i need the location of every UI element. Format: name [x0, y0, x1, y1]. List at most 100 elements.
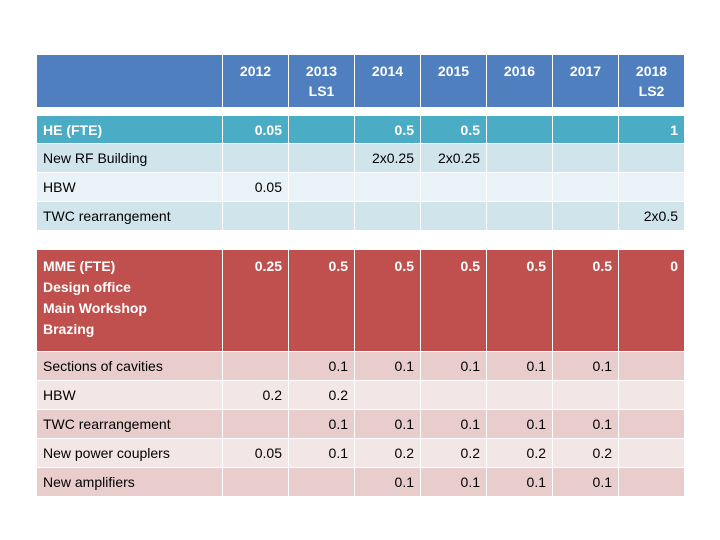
- row-value: [486, 172, 553, 202]
- row-value: 0.1: [486, 409, 553, 439]
- row-value: 2x0.25: [420, 143, 487, 173]
- row-value: [222, 467, 289, 497]
- year-header-cell: 2016: [486, 54, 553, 108]
- mme-header-value: 0.5: [486, 249, 553, 352]
- row-value: 0.2: [222, 380, 289, 410]
- row-value: 0.05: [222, 438, 289, 468]
- row-value: [486, 380, 553, 410]
- row-value: [222, 143, 289, 173]
- row-value: [486, 143, 553, 173]
- he-header-value: [552, 115, 619, 144]
- table-row: TWC rearrangement 2x0.5: [36, 201, 685, 231]
- row-value: [288, 201, 355, 231]
- row-value: [222, 201, 289, 231]
- row-value: [552, 172, 619, 202]
- he-header-value: 1: [618, 115, 685, 144]
- row-value: 0.1: [354, 351, 421, 381]
- he-header-value: 0.5: [354, 115, 421, 144]
- row-value: [354, 172, 421, 202]
- table-row: New RF Building 2x0.25 2x0.25: [36, 143, 685, 173]
- mme-header-label: MME (FTE) Design office Main Workshop Br…: [36, 249, 223, 352]
- row-value: 0.1: [354, 409, 421, 439]
- row-value: 0.1: [420, 409, 487, 439]
- row-value: 0.1: [552, 409, 619, 439]
- row-value: [420, 201, 487, 231]
- row-label: New amplifiers: [36, 467, 223, 497]
- row-value: [420, 172, 487, 202]
- row-value: [222, 351, 289, 381]
- table-row: New amplifiers 0.1 0.1 0.1 0.1: [36, 467, 685, 497]
- row-value: 0.2: [354, 438, 421, 468]
- row-value: [354, 201, 421, 231]
- row-value: [618, 143, 685, 173]
- year-header-cell: 2015: [420, 54, 487, 108]
- row-value: [288, 172, 355, 202]
- year-header-cell: 2014: [354, 54, 421, 108]
- header-corner-cell: [36, 54, 223, 108]
- row-value: 0.2: [420, 438, 487, 468]
- row-value: [552, 201, 619, 231]
- mme-header-value: 0.25: [222, 249, 289, 352]
- row-value: [222, 409, 289, 439]
- table-row: HBW 0.05: [36, 172, 685, 202]
- row-label: New power couplers: [36, 438, 223, 468]
- year-header-cell: 2017: [552, 54, 619, 108]
- row-value: 0.1: [420, 351, 487, 381]
- he-table: HE (FTE) 0.05 0.5 0.5 1 New RF Building …: [36, 115, 685, 231]
- row-value: [618, 351, 685, 381]
- mme-header-value: 0.5: [552, 249, 619, 352]
- row-label: Sections of cavities: [36, 351, 223, 381]
- mme-header-row: MME (FTE) Design office Main Workshop Br…: [36, 249, 685, 352]
- mme-header-value: 0.5: [288, 249, 355, 352]
- he-header-value: 0.05: [222, 115, 289, 144]
- he-header-value: [486, 115, 553, 144]
- row-value: 0.1: [486, 467, 553, 497]
- row-value: 0.1: [288, 409, 355, 439]
- row-value: [552, 143, 619, 173]
- row-label: TWC rearrangement: [36, 409, 223, 439]
- table-row: HBW 0.2 0.2: [36, 380, 685, 410]
- row-value: 0.1: [552, 467, 619, 497]
- year-header-cell: 2013 LS1: [288, 54, 355, 108]
- row-value: 0.1: [354, 467, 421, 497]
- row-label: New RF Building: [36, 143, 223, 173]
- he-header-value: [288, 115, 355, 144]
- mme-header-value: 0.5: [354, 249, 421, 352]
- row-value: [618, 467, 685, 497]
- row-value: [288, 143, 355, 173]
- year-header-cell: 2012: [222, 54, 289, 108]
- row-value: [618, 409, 685, 439]
- row-value: 0.1: [486, 351, 553, 381]
- row-value: 0.2: [552, 438, 619, 468]
- row-value: 0.2: [486, 438, 553, 468]
- year-header-cell: 2018 LS2: [618, 54, 685, 108]
- row-value: 2x0.25: [354, 143, 421, 173]
- mme-header-value: 0: [618, 249, 685, 352]
- row-label: HBW: [36, 380, 223, 410]
- row-value: [618, 380, 685, 410]
- row-value: [618, 172, 685, 202]
- row-value: 0.1: [420, 467, 487, 497]
- year-header-row: 2012 2013 LS1 2014 2015 2016 2017 2018 LS2: [36, 54, 685, 108]
- row-value: 0.1: [552, 351, 619, 381]
- row-value: [288, 467, 355, 497]
- table-row: TWC rearrangement 0.1 0.1 0.1 0.1 0.1: [36, 409, 685, 439]
- mme-header-value: 0.5: [420, 249, 487, 352]
- row-value: 0.1: [288, 438, 355, 468]
- row-value: [354, 380, 421, 410]
- year-header-table: 2012 2013 LS1 2014 2015 2016 2017 2018 LS2: [36, 54, 685, 108]
- row-value: [420, 380, 487, 410]
- row-value: 0.05: [222, 172, 289, 202]
- he-header-value: 0.5: [420, 115, 487, 144]
- row-value: [552, 380, 619, 410]
- table-row: Sections of cavities 0.1 0.1 0.1 0.1 0.1: [36, 351, 685, 381]
- table-row: New power couplers 0.05 0.1 0.2 0.2 0.2 …: [36, 438, 685, 468]
- row-value: 0.2: [288, 380, 355, 410]
- he-header-row: HE (FTE) 0.05 0.5 0.5 1: [36, 115, 685, 144]
- row-value: 2x0.5: [618, 201, 685, 231]
- he-header-label: HE (FTE): [36, 115, 223, 144]
- row-value: 0.1: [288, 351, 355, 381]
- row-label: HBW: [36, 172, 223, 202]
- row-value: [618, 438, 685, 468]
- row-value: [486, 201, 553, 231]
